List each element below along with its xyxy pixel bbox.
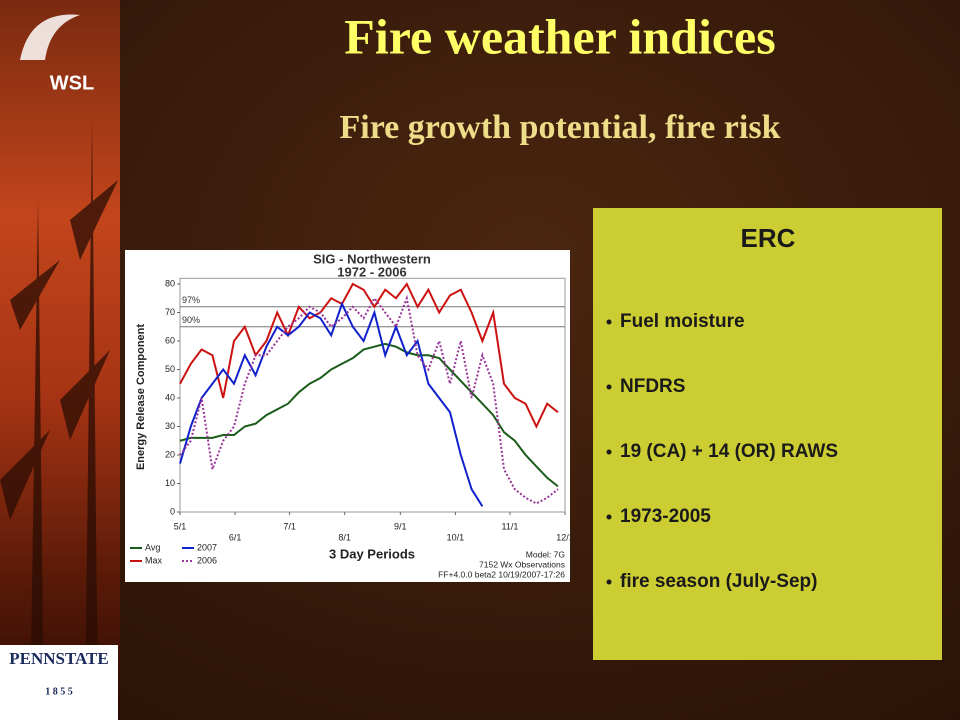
bullet-text: 1973-2005	[620, 506, 711, 527]
x-tick-label: 6/1	[229, 532, 242, 542]
trees	[0, 120, 118, 720]
chart-annotation: 7152 Wx Observations	[479, 559, 565, 569]
y-tick-label: 60	[165, 335, 175, 345]
bullet-text: NFDRS	[620, 376, 685, 397]
series-line	[179, 282, 559, 429]
x-tick-label: 9/1	[394, 521, 407, 531]
y-tick-label: 50	[165, 364, 175, 374]
bullet-text: 19 (CA) + 14 (OR) RAWS	[620, 441, 838, 462]
y-tick-label: 70	[165, 307, 175, 317]
chart-annotation: Model: 7G	[526, 549, 565, 559]
x-tick-label: 5/1	[174, 521, 187, 531]
bullet-dot	[606, 514, 612, 520]
legend-label: Max	[145, 555, 163, 565]
y-tick-label: 20	[165, 449, 175, 459]
legend-label: 2007	[197, 542, 217, 552]
bullet-dot	[606, 449, 612, 455]
y-tick-label: 80	[165, 278, 175, 288]
wsl-logo-mark	[20, 14, 80, 60]
y-tick-label: 40	[165, 392, 175, 402]
bullet-dot	[606, 384, 612, 390]
x-tick-label: 10/1	[447, 532, 465, 542]
reference-label: 90%	[182, 315, 200, 325]
chart-title: SIG - Northwestern	[313, 251, 431, 266]
series-line	[179, 342, 559, 488]
legend-label: Avg	[145, 542, 160, 552]
reference-label: 97%	[182, 295, 200, 305]
bullet-dot	[606, 579, 612, 585]
y-tick-label: 30	[165, 421, 175, 431]
chart-subtitle: 1972 - 2006	[337, 264, 406, 279]
slide-subtitle: Fire growth potential, fire risk	[339, 109, 780, 146]
erc-title: ERC	[741, 223, 796, 253]
x-axis-label: 3 Day Periods	[329, 546, 415, 561]
x-tick-label: 11/1	[501, 521, 518, 531]
series-line	[179, 301, 484, 507]
slide-title: Fire weather indices	[344, 8, 775, 64]
plot-frame	[179, 277, 566, 513]
bullet-text: fire season (July-Sep)	[620, 571, 817, 592]
y-axis-label: Energy Release Component	[135, 324, 147, 470]
legend-label: 2006	[197, 555, 217, 565]
y-tick-label: 0	[170, 506, 175, 516]
chart-box	[125, 250, 570, 582]
erc-panel	[593, 208, 942, 660]
x-tick-label: 12/1	[556, 532, 574, 542]
pennstate-logo: PENNSTATE	[9, 649, 109, 668]
x-tick-label: 8/1	[338, 532, 351, 542]
chart-annotation: FF+4.0.0 beta2 10/19/2007-17:26	[438, 569, 565, 579]
bullet-text: Fuel moisture	[620, 311, 745, 332]
bullet-dot	[606, 319, 612, 325]
x-tick-label: 7/1	[283, 521, 296, 531]
wsl-logo: WSL	[50, 72, 94, 94]
pennstate-logo-box	[0, 645, 118, 720]
y-tick-label: 10	[165, 478, 175, 488]
pennstate-year: 1 8 5 5	[45, 686, 73, 697]
